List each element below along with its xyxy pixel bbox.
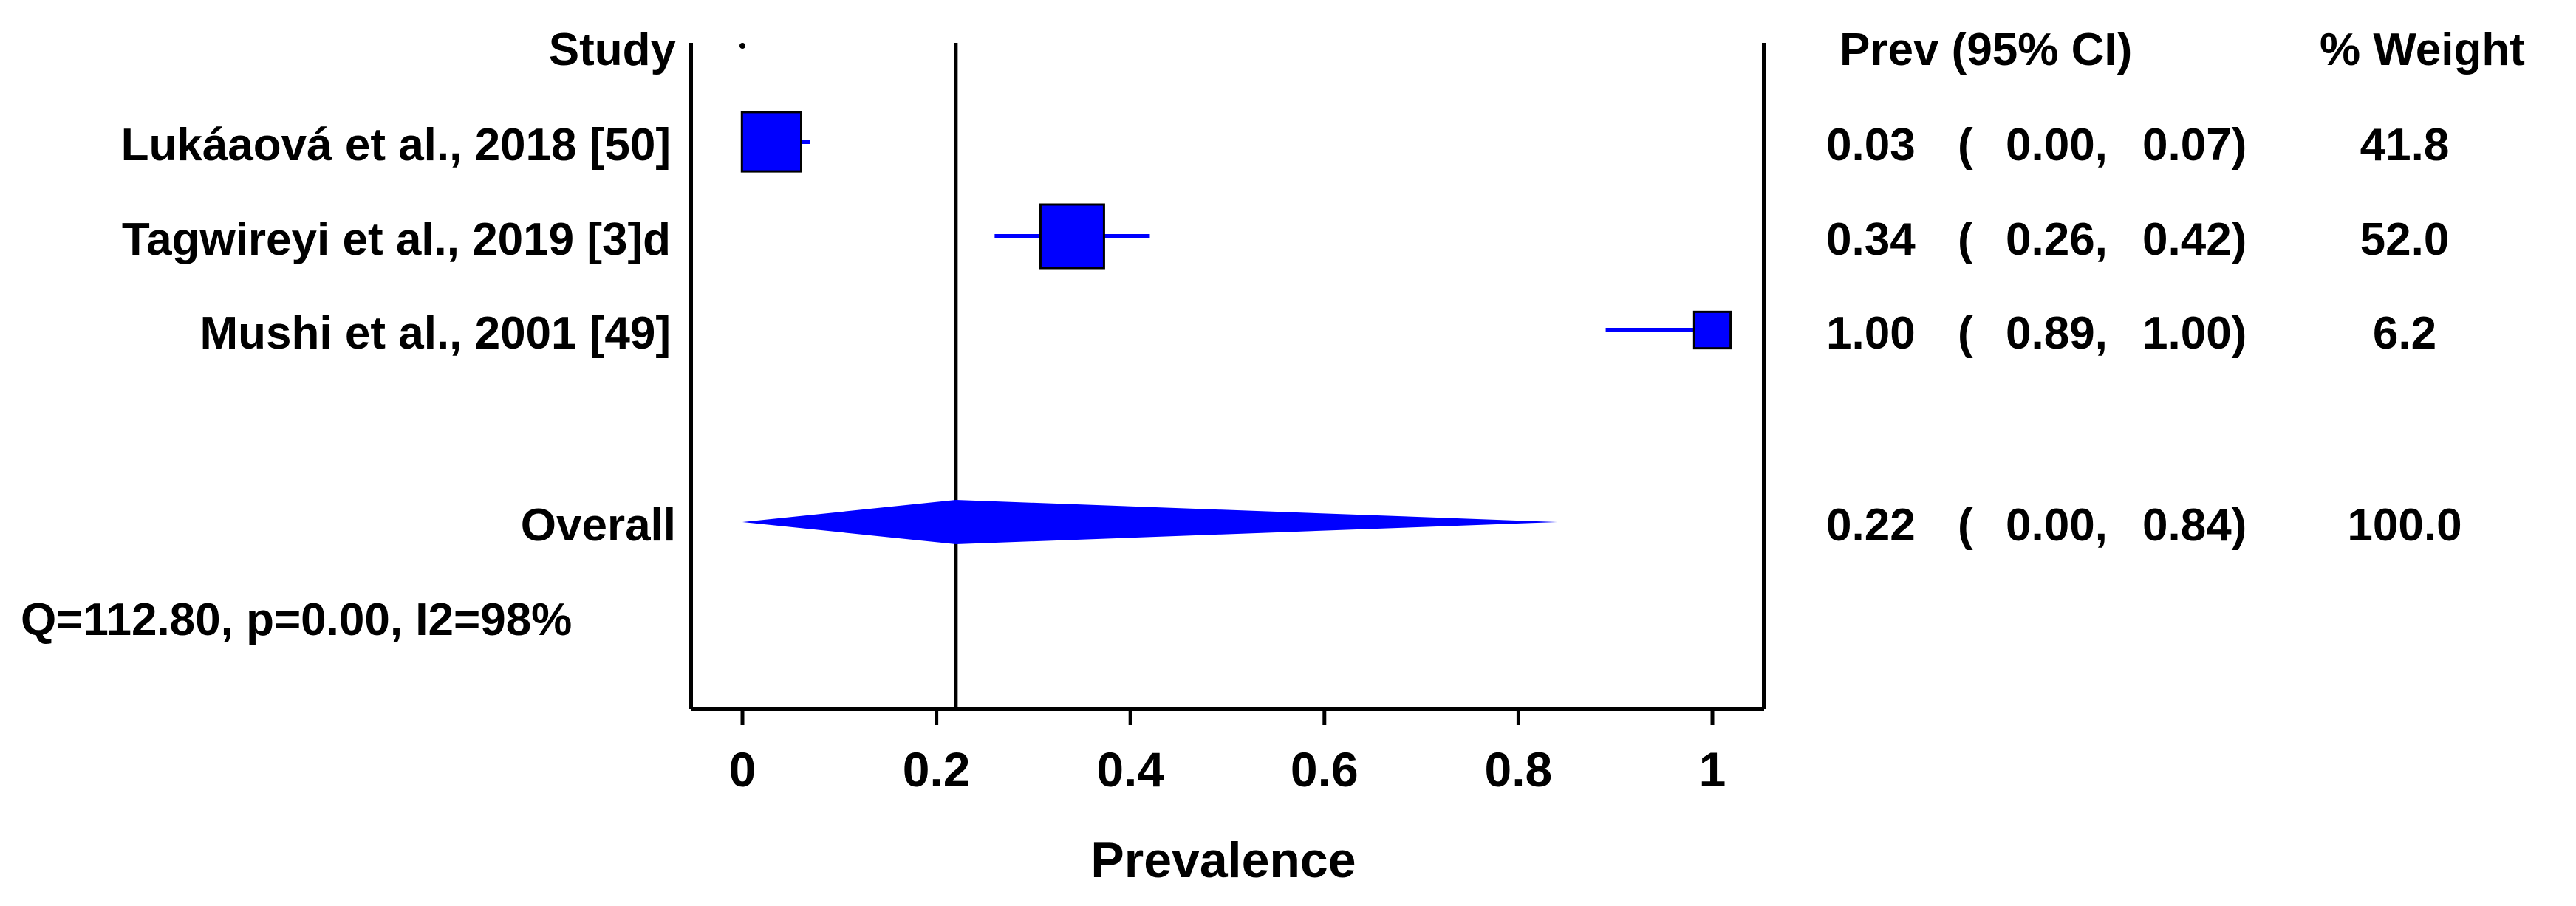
study-weight: 6.2 [2373,308,2436,359]
plot-marks: 0 0.2 0.4 0.6 0.8 1 [689,43,1766,797]
x-tick-label: 0 [729,742,756,797]
study-label: Lukáaová et al., 2018 [50] [121,120,671,171]
overall-ci-lower: 0.00, [2006,500,2108,551]
overall-label: Overall [521,500,676,551]
heterogeneity-stats: Q=112.80, p=0.00, I2=98% [21,594,572,645]
x-tick-label: 0.2 [903,742,971,797]
study-ci-upper: 0.42) [2142,214,2247,265]
x-tick-label: 0.6 [1291,742,1359,797]
study-estimate: 0.03 [1826,120,1916,171]
x-axis-title: Prevalence [1090,832,1356,888]
study-ci-upper: 1.00) [2142,308,2247,359]
study-weight: 52.0 [2360,214,2450,265]
study-estimate: 0.34 [1826,214,1916,265]
study-weight: 41.8 [2360,120,2450,171]
overall-estimate: 0.22 [1826,500,1916,551]
study-column-header: Study [549,24,677,75]
null-marker-dot [739,43,745,49]
overall-ci-upper: 0.84) [2142,500,2247,551]
study-ci-lower: 0.89, [2006,308,2108,359]
prev-ci-column-header: Prev (95% CI) [1839,24,2132,75]
overall-diamond [742,500,1557,544]
ci-open-paren: ( [1958,214,1973,265]
study-label: Tagwireyi et al., 2019 [3]d [122,214,671,265]
ci-open-paren: ( [1958,120,1973,171]
study-ci-lower: 0.26, [2006,214,2108,265]
ci-open-paren: ( [1958,500,1973,551]
study-ci-lower: 0.00, [2006,120,2108,171]
x-tick-label: 0.4 [1096,742,1164,797]
study-weight-box [1039,203,1105,270]
weight-column-header: % Weight [2320,24,2525,75]
study-ci-upper: 0.07) [2142,120,2247,171]
x-tick-label: 0.8 [1485,742,1553,797]
study-weight-box [740,111,802,173]
x-tick-label: 1 [1699,742,1726,797]
study-estimate: 1.00 [1826,308,1916,359]
overall-weight: 100.0 [2347,500,2461,551]
study-weight-box [1692,310,1732,350]
ci-open-paren: ( [1958,308,1973,359]
study-label: Mushi et al., 2001 [49] [200,308,671,359]
